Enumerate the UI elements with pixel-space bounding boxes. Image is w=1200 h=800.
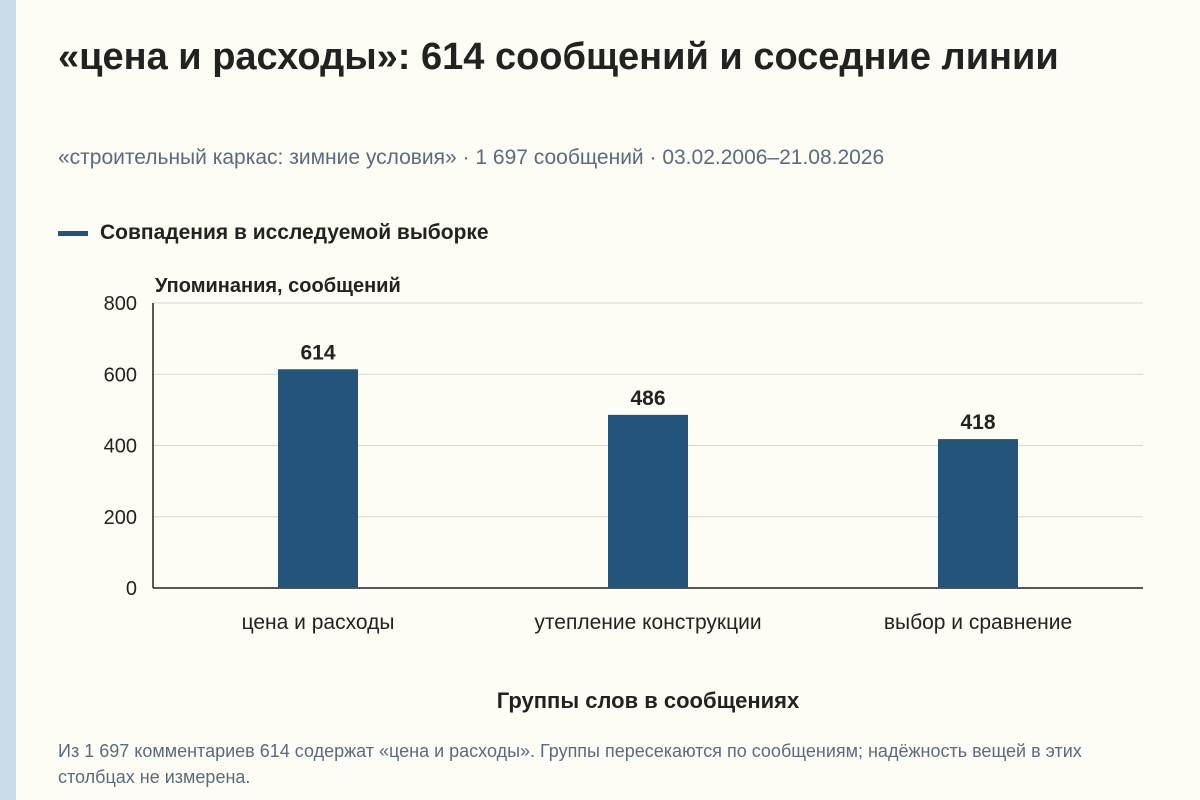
footnote: Из 1 697 комментариев 614 содержат «цена…	[58, 741, 1082, 787]
bar-value-label: 614	[300, 341, 335, 364]
legend-label: Совпадения в исследуемой выборке	[100, 221, 489, 244]
x-tick-label: утепление конструкции	[534, 611, 761, 634]
bar	[938, 439, 1018, 588]
y-tick-label: 600	[104, 364, 137, 386]
y-tick-label: 0	[126, 578, 137, 600]
bar	[608, 414, 688, 588]
chart-subtitle: «строительный каркас: зимние условия» · …	[58, 146, 885, 169]
x-axis-label: Группы слов в сообщениях	[497, 688, 800, 713]
x-tick-label: цена и расходы	[242, 611, 395, 634]
x-tick-label: выбор и сравнение	[884, 611, 1072, 634]
left-accent-stripe	[0, 0, 16, 800]
y-tick-label: 800	[104, 293, 137, 315]
bar-value-label: 418	[960, 411, 995, 434]
chart-title: «цена и расходы»: 614 сообщений и соседн…	[58, 36, 1059, 78]
y-tick-label: 200	[104, 507, 137, 529]
legend-swatch	[58, 230, 88, 236]
y-tick-label: 400	[104, 436, 137, 458]
legend: Совпадения в исследуемой выборке	[58, 218, 489, 248]
bar	[278, 369, 358, 588]
y-axis-label: Упоминания, сообщений	[155, 275, 401, 297]
bar-value-label: 486	[630, 387, 665, 410]
